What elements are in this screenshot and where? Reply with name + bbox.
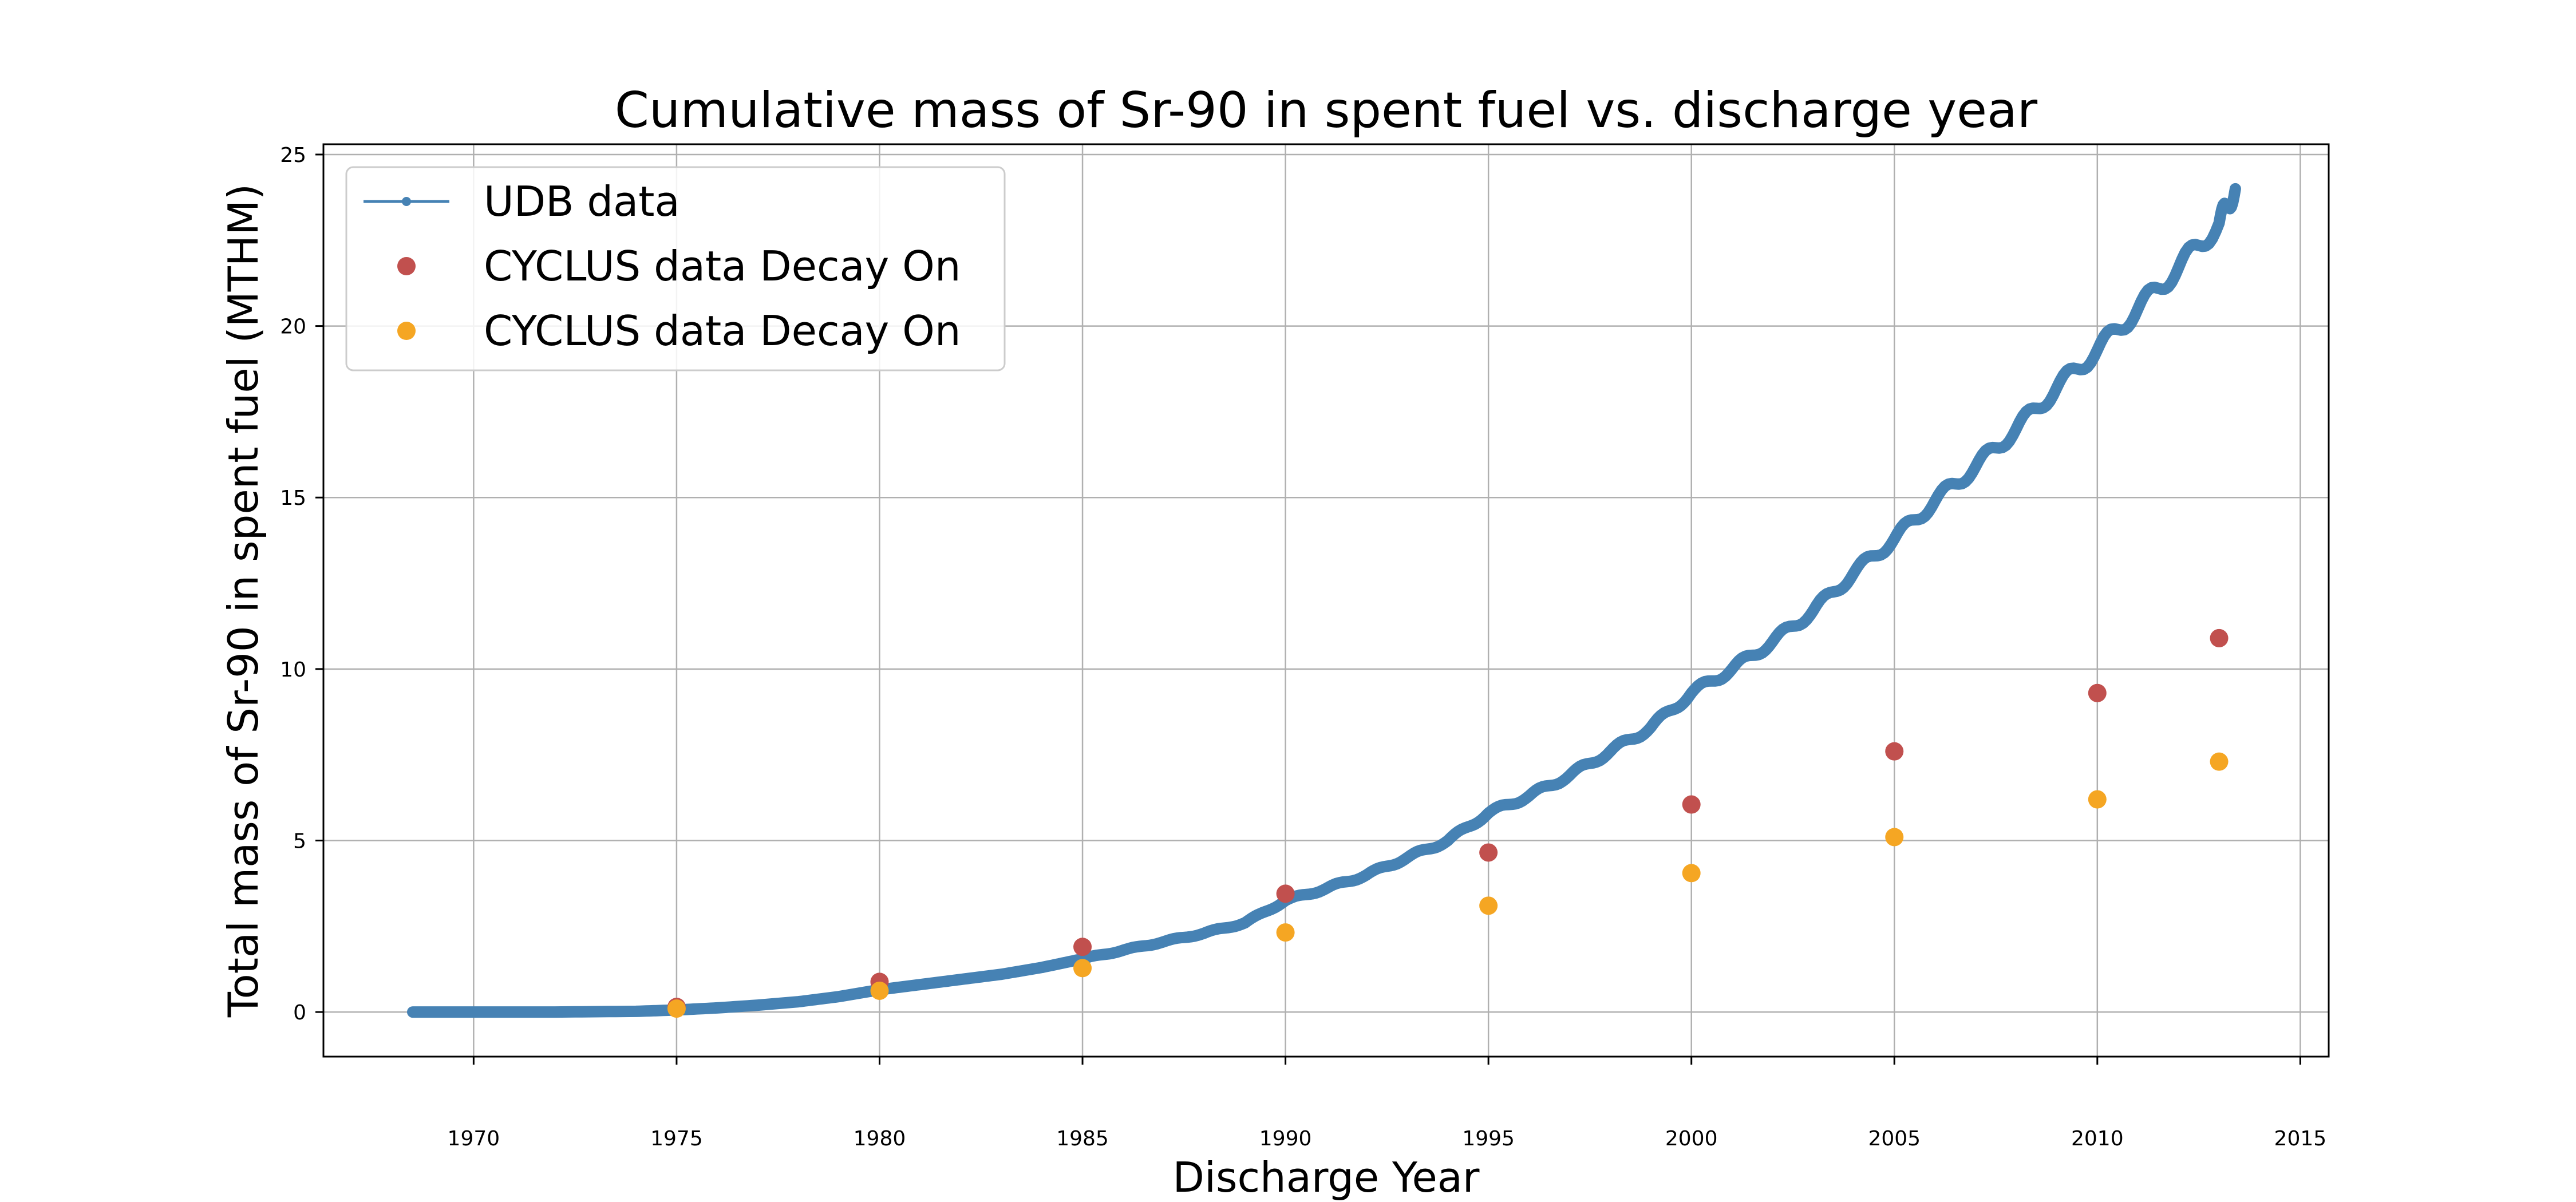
y-axis-title: Total mass of Sr-90 in spent fuel (MTHM) [219, 184, 267, 1018]
y-tick-label: 0 [293, 1001, 306, 1025]
legend-label: CYCLUS data Decay On [484, 242, 961, 290]
udb-data-point [550, 1007, 560, 1017]
udb-data-point [408, 1007, 418, 1017]
cyclus-point-series-1 [2088, 683, 2107, 702]
cyclus-point-series-1 [2210, 628, 2229, 647]
x-tick-label: 1970 [448, 1127, 500, 1150]
x-axis-title: Discharge Year [1173, 1153, 1480, 1201]
chart-title: Cumulative mass of Sr-90 in spent fuel v… [615, 82, 2038, 139]
cyclus-point-series-2 [667, 999, 686, 1018]
y-tick-label: 10 [280, 658, 306, 682]
x-tick-label: 2010 [2071, 1127, 2124, 1150]
legend-swatch-marker [397, 257, 416, 275]
cyclus-point-series-2 [2210, 752, 2229, 771]
x-tick-label: 1985 [1056, 1127, 1109, 1150]
x-tick-label: 2005 [1868, 1127, 1921, 1150]
cyclus-point-series-2 [1682, 864, 1701, 883]
x-tick-label: 2000 [1665, 1127, 1718, 1150]
cyclus-point-series-1 [1682, 795, 1701, 814]
y-tick-label: 15 [280, 487, 306, 510]
legend-label: CYCLUS data Decay On [484, 307, 961, 355]
x-tick-label: 1995 [1462, 1127, 1515, 1150]
y-tick-label: 5 [293, 829, 306, 853]
cyclus-point-series-2 [1479, 896, 1498, 915]
x-tick-label: 2015 [2274, 1127, 2327, 1150]
series-line-udb-data [413, 188, 2237, 1014]
udb-data-point [631, 1006, 641, 1016]
cyclus-point-series-2 [1276, 923, 1295, 942]
plot-frame [322, 143, 2330, 1058]
cyclus-point-series-1 [1885, 742, 1904, 761]
cyclus-point-series-2 [2088, 790, 2107, 809]
cyclus-point-series-1 [1479, 843, 1498, 862]
legend: UDB data CYCLUS data Decay On CYCLUS data … [345, 166, 1006, 371]
legend-swatch-marker [402, 197, 411, 206]
cyclus-point-series-1 [1073, 938, 1092, 956]
cyclus-point-series-2 [870, 981, 889, 1000]
legend-swatch-marker [397, 322, 416, 340]
legend-box [345, 166, 1006, 371]
series-layer [407, 183, 2241, 1018]
y-tick-label: 25 [280, 144, 306, 167]
legend-label: UDB data [484, 177, 680, 226]
cyclus-point-series-2 [1885, 828, 1904, 847]
cyclus-point-series-2 [1073, 959, 1092, 978]
y-tick-label: 20 [280, 315, 306, 339]
x-tick-label: 1990 [1259, 1127, 1312, 1150]
ticks: 1970 1975 1980 1985 1990 1995 2000 2005 2010 2015… [280, 144, 2326, 1150]
udb-data-point [469, 1007, 479, 1017]
x-tick-label: 1980 [854, 1127, 906, 1150]
cyclus-point-series-1 [1276, 884, 1295, 903]
x-tick-label: 1975 [650, 1127, 703, 1150]
